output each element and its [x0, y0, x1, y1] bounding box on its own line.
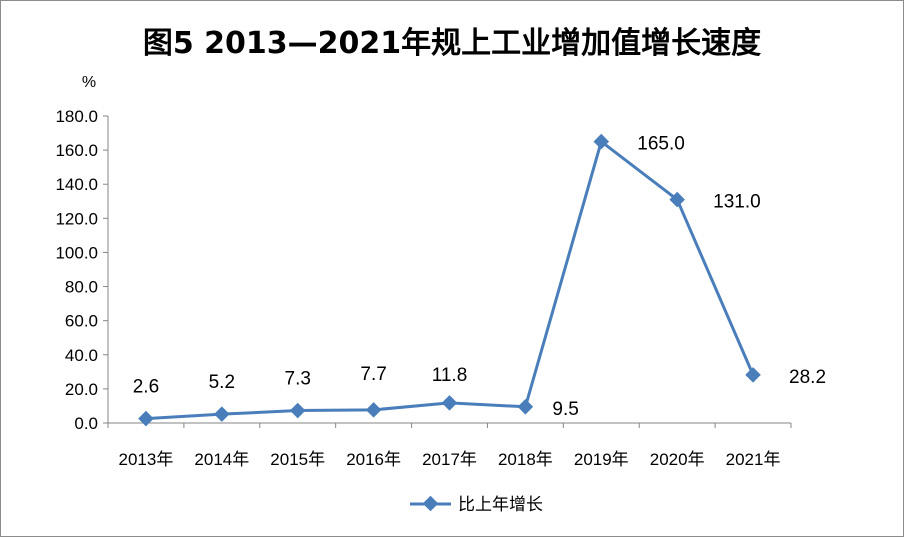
x-tick-label: 2015年 — [270, 450, 325, 469]
x-tick-label: 2019年 — [574, 450, 629, 469]
data-point — [214, 406, 230, 422]
data-label: 9.5 — [552, 399, 578, 420]
x-tick-label: 2016年 — [346, 450, 401, 469]
x-tick-label: 2021年 — [726, 450, 781, 469]
y-tick-label: 20.0 — [65, 380, 98, 399]
chart-title: 图5 2013—2021年规上工业增加值增长速度 — [143, 26, 761, 61]
y-tick-label: 60.0 — [65, 312, 98, 331]
y-tick-label: 180.0 — [55, 107, 98, 126]
data-label: 7.3 — [285, 369, 311, 390]
data-point — [593, 133, 610, 150]
data-point — [441, 395, 458, 411]
y-tick-label: 100.0 — [55, 243, 98, 262]
data-point — [289, 402, 306, 419]
legend: 比上年增长 — [410, 495, 543, 515]
data-point — [138, 410, 154, 427]
y-tick-label: 120.0 — [55, 209, 98, 228]
y-axis-unit: % — [82, 74, 96, 91]
x-tick-label: 2017年 — [422, 450, 477, 469]
y-tick-label: 140.0 — [55, 175, 98, 194]
data-label: 28.2 — [789, 367, 826, 388]
axes — [103, 115, 792, 428]
y-tick-label: 40.0 — [65, 346, 98, 365]
y-tick-label: 160.0 — [55, 141, 98, 160]
legend-marker-swatch — [422, 495, 439, 512]
x-tick-label: 2018年 — [498, 450, 553, 469]
x-tick-label: 2013年 — [119, 450, 174, 469]
y-tick-label: 80.0 — [65, 278, 98, 297]
legend-label: 比上年增长 — [458, 495, 543, 515]
data-point — [517, 399, 534, 415]
data-label: 2.6 — [133, 377, 159, 398]
series-group: 2.6 5.2 7.3 7.7 11.8 9.5 165.0 131.0 28.2 — [133, 134, 826, 427]
y-tick-label: 0.0 — [74, 414, 98, 433]
data-label: 5.2 — [209, 372, 235, 393]
data-label: 165.0 — [637, 134, 685, 155]
tick-labels: 0.0 20.0 40.0 60.0 80.0 100.0 120.0 140.0 160.0 1… — [55, 107, 780, 469]
x-tick-label: 2020年 — [650, 450, 705, 469]
x-tick-label: 2014年 — [194, 450, 249, 469]
data-label: 131.0 — [713, 192, 761, 213]
data-point — [365, 402, 382, 418]
data-point — [745, 367, 761, 383]
data-label: 11.8 — [432, 365, 468, 386]
data-label: 7.7 — [360, 364, 386, 385]
data-point — [669, 191, 685, 208]
